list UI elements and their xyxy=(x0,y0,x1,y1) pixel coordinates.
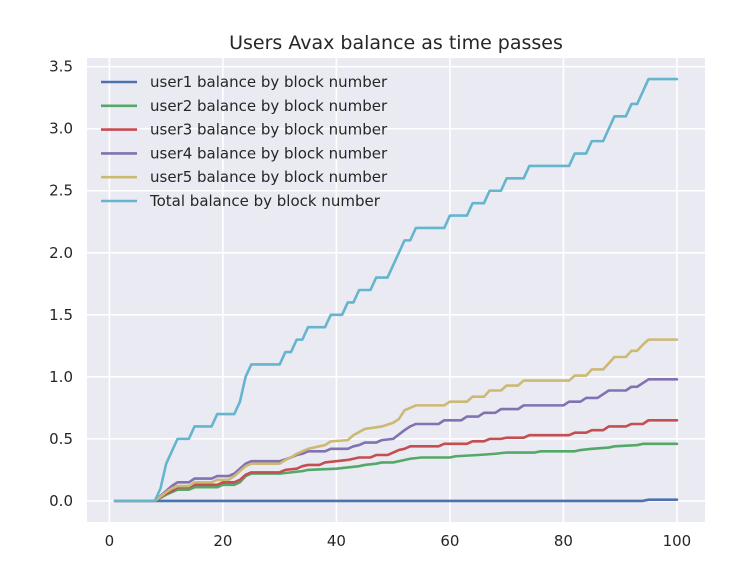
legend-label: user4 balance by block number xyxy=(150,144,388,162)
x-tick-label: 40 xyxy=(327,532,346,550)
series-line-4 xyxy=(113,378,679,503)
x-tick-label: 100 xyxy=(663,532,692,550)
series-lines xyxy=(113,77,679,503)
legend-label: user5 balance by block number xyxy=(150,168,388,186)
series-line-3 xyxy=(113,418,679,503)
legend-label: Total balance by block number xyxy=(149,192,381,210)
y-tick-label: 0.5 xyxy=(49,430,73,448)
plot-area xyxy=(87,58,705,522)
y-tick-label: 2.0 xyxy=(49,244,73,262)
legend-label: user1 balance by block number xyxy=(150,73,388,91)
x-tick-label: 60 xyxy=(440,532,459,550)
x-tick-label: 0 xyxy=(105,532,115,550)
chart-title: Users Avax balance as time passes xyxy=(229,32,563,54)
legend: user1 balance by block number user2 balan… xyxy=(101,73,388,210)
series-line-5 xyxy=(113,338,679,503)
legend-label: user2 balance by block number xyxy=(150,97,388,115)
y-tick-label: 1.5 xyxy=(49,306,73,324)
legend-label: user3 balance by block number xyxy=(150,121,388,139)
y-tick-label: 3.5 xyxy=(49,58,73,76)
y-tick-label: 2.5 xyxy=(49,182,73,200)
series-line-2 xyxy=(113,442,679,503)
y-tick-label: 1.0 xyxy=(49,368,73,386)
x-tick-label: 80 xyxy=(554,532,573,550)
series-line-6 xyxy=(113,77,679,503)
axis-ticks: 0 20 40 60 80 100 0.0 0.5 1.0 1.5 2.0 2.5 3.0 3.5 xyxy=(49,58,691,550)
y-tick-label: 0.0 xyxy=(49,492,73,510)
x-tick-label: 20 xyxy=(213,532,232,550)
series-line-1 xyxy=(113,498,679,503)
y-tick-label: 3.0 xyxy=(49,120,73,138)
